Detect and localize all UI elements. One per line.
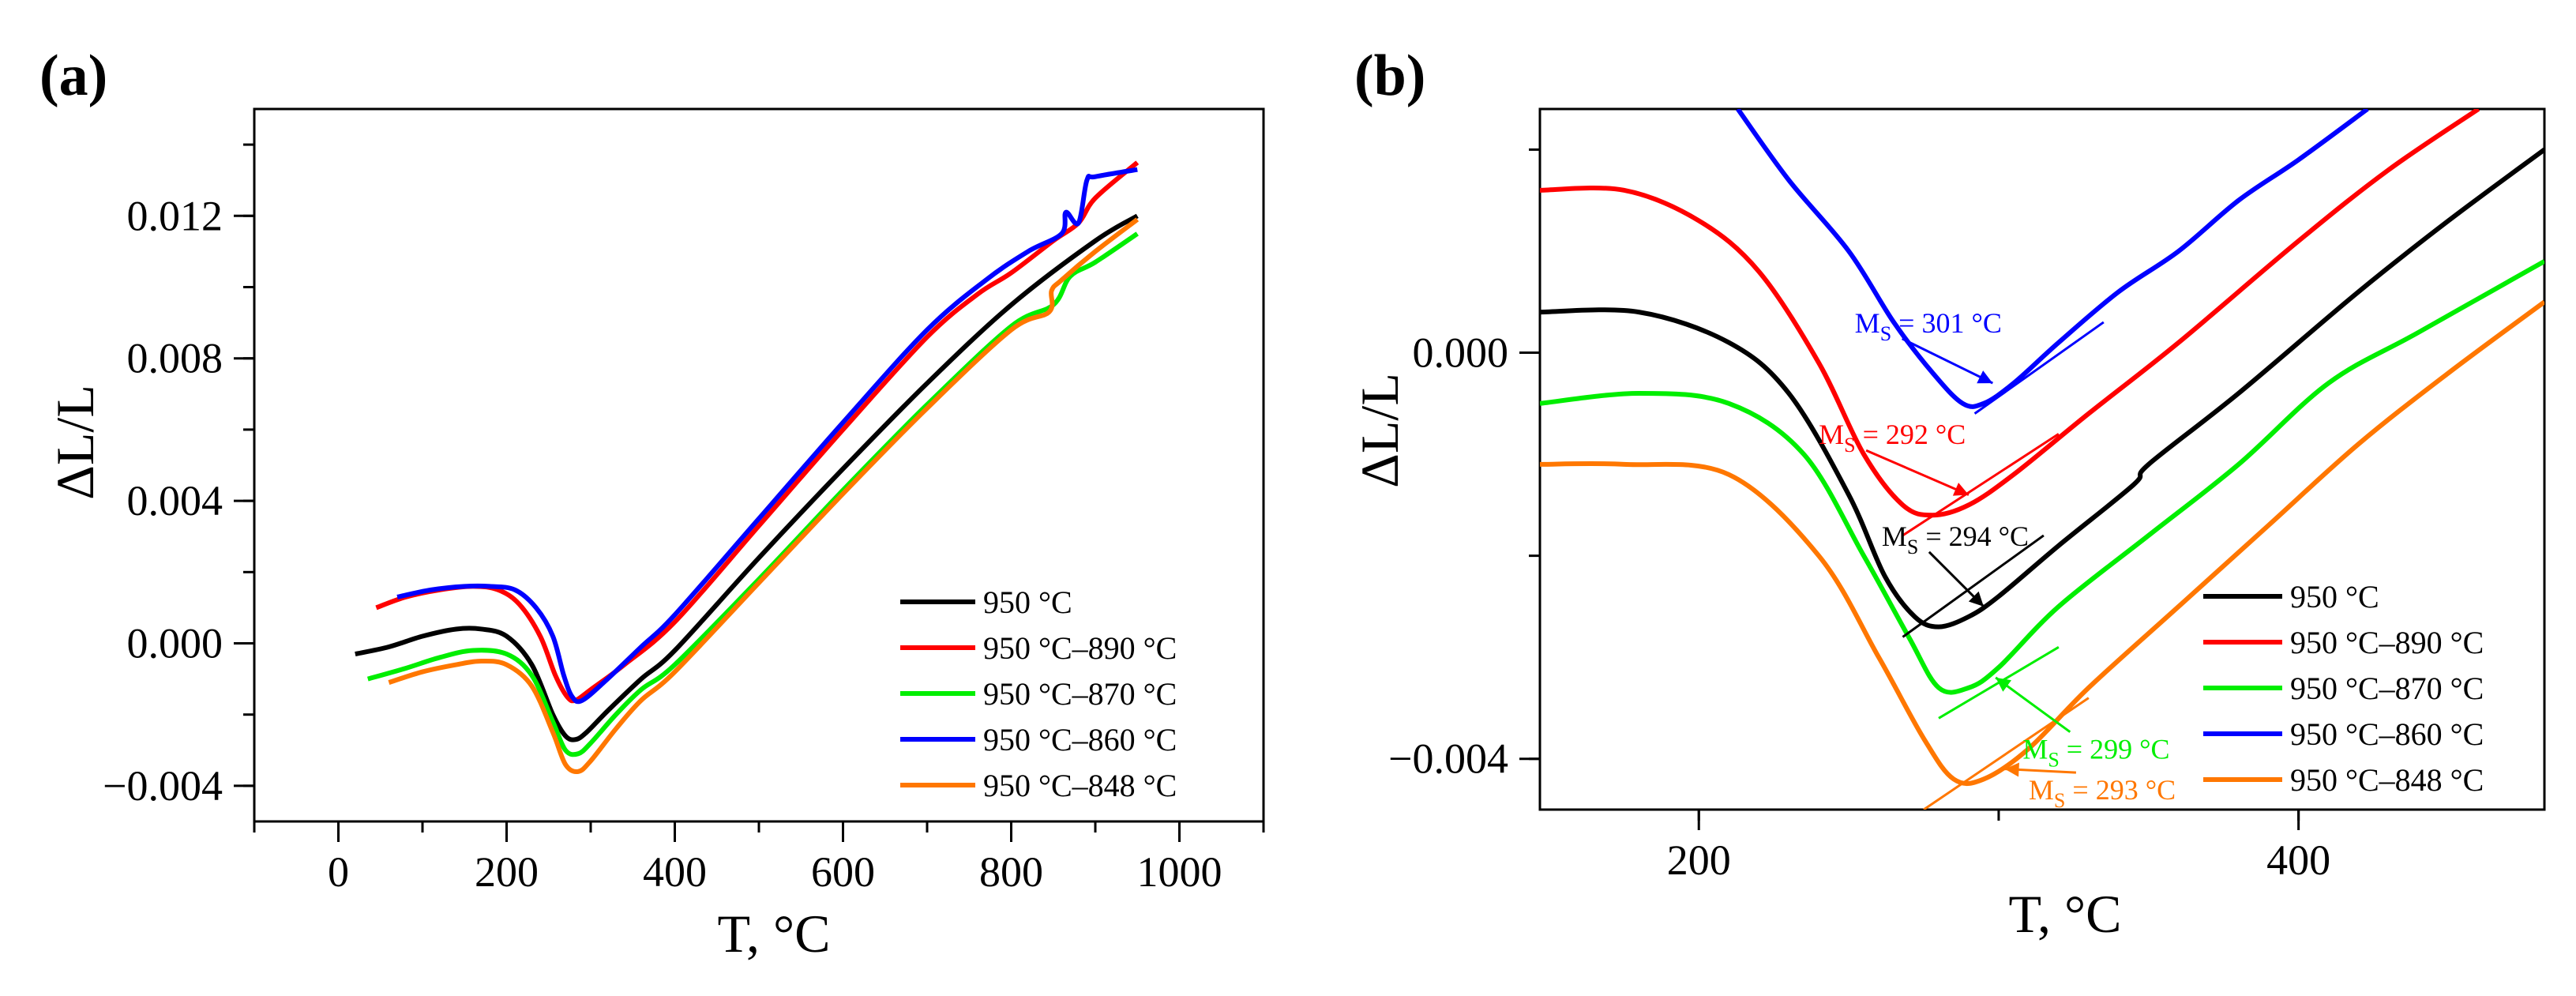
y-tick-label: 0.000 (127, 620, 223, 667)
series-line-0 (355, 213, 1139, 742)
panel-a: 0 200 400 600 800 1000 −0.004 0.000 0.004 0.008 0.… (103, 107, 1265, 896)
panel-b-ylabel: ΔL/L (1350, 373, 1410, 488)
x-tick-label: 400 (643, 848, 707, 896)
ms-arrowhead-2 (1968, 591, 1984, 607)
series-line-2 (366, 231, 1139, 757)
legend-label-4: 950 °C–848 °C (983, 768, 1177, 803)
panel-b: 200 400 −0.004 0.000 MS = 301 °C MS = 292 °C M… (1388, 107, 2546, 884)
y-tick-label: 0.000 (1413, 329, 1509, 377)
legend-label-1: 950 °C–890 °C (2290, 625, 2484, 660)
legend-label-2: 950 °C–870 °C (983, 676, 1177, 712)
series-line-4 (1540, 299, 2544, 787)
plot-frame (253, 107, 1265, 823)
legend-label-3: 950 °C–860 °C (2290, 716, 2484, 752)
legend: 950 °C 950 °C–890 °C 950 °C–870 °C 950 °C–8… (2203, 579, 2484, 798)
series-line-3 (1736, 109, 2369, 409)
series-line-1 (375, 160, 1140, 704)
ms-arrow-0 (1902, 337, 1994, 385)
ms-annotation-4: MS = 293 °C (2029, 774, 2176, 812)
x-tick-label: 0 (328, 848, 349, 896)
y-tick-label: −0.004 (1388, 735, 1508, 783)
panel-b-xlabel: T, °C (2008, 884, 2121, 944)
series-line-1 (1540, 109, 2480, 518)
legend-label-2: 950 °C–870 °C (2290, 671, 2484, 706)
series-line-3 (396, 167, 1138, 705)
tangent-line-1 (1902, 433, 2060, 537)
y-tick-label: 0.012 (127, 192, 223, 239)
y-tick-label: −0.004 (103, 762, 223, 810)
y-tick-label: 0.004 (127, 477, 223, 524)
legend-label-0: 950 °C (983, 584, 1072, 620)
panel-a-ylabel: ΔL/L (45, 385, 105, 500)
panel-a-label: (a) (39, 43, 107, 108)
ms-annotation-2: MS = 294 °C (1882, 521, 2029, 558)
ms-arrowhead-4 (2004, 762, 2019, 777)
series-line-0 (1540, 148, 2544, 630)
panel-a-xlabel: T, °C (717, 904, 830, 964)
legend-label-3: 950 °C–860 °C (983, 722, 1177, 757)
series-line-2 (1540, 259, 2544, 695)
x-tick-label: 1000 (1137, 848, 1222, 896)
legend-label-4: 950 °C–848 °C (2290, 762, 2484, 798)
x-tick-label: 200 (1667, 836, 1731, 884)
ms-annotation-0: MS = 301 °C (1855, 307, 2002, 345)
ms-annotation-3: MS = 299 °C (2022, 734, 2169, 772)
ms-annotation-1: MS = 292 °C (1819, 419, 1966, 457)
ms-arrow-3 (1995, 676, 2071, 733)
ms-arrowhead-1 (1952, 483, 1969, 496)
tangent-line-0 (1973, 321, 2105, 415)
ms-arrow-1 (1865, 449, 1970, 496)
tangent-line-2 (1902, 534, 2045, 638)
plot-frame (1538, 107, 2546, 811)
x-tick-label: 800 (979, 848, 1043, 896)
x-tick-label: 600 (811, 848, 875, 896)
ms-arrowhead-0 (1977, 370, 1993, 384)
legend-label-0: 950 °C (2290, 579, 2379, 615)
tangent-line-4 (1923, 697, 2090, 810)
y-tick-label: 0.008 (127, 335, 223, 382)
x-tick-label: 200 (475, 848, 539, 896)
series-line-4 (388, 217, 1140, 775)
panel-b-label: (b) (1354, 43, 1425, 108)
x-tick-label: 400 (2266, 836, 2330, 884)
legend: 950 °C 950 °C–890 °C 950 °C–870 °C 950 °C–8… (900, 584, 1177, 803)
ms-arrowhead-3 (1996, 677, 2011, 692)
legend-label-1: 950 °C–890 °C (983, 630, 1177, 666)
